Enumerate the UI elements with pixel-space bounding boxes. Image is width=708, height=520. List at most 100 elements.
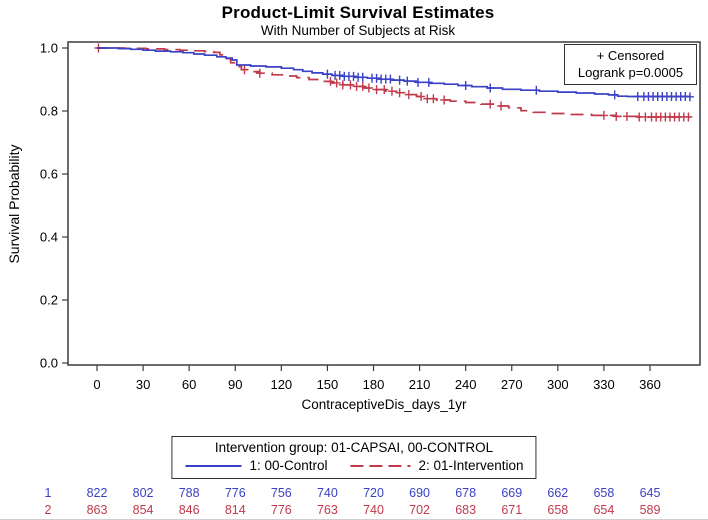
censored-mark-intervention — [240, 65, 249, 75]
legend-entry-control: 1: 00-Control — [184, 458, 327, 473]
group-legend-title: Intervention group: 01-CAPSAI, 00-CONTRO… — [214, 440, 494, 455]
risk-count: 654 — [593, 503, 614, 517]
risk-count: 802 — [133, 486, 154, 500]
censored-mark-control — [323, 69, 332, 79]
risk-count: 669 — [501, 486, 522, 500]
risk-count: 776 — [271, 503, 292, 517]
y-tick-label: 0.4 — [40, 230, 58, 245]
x-tick-label: 180 — [363, 377, 385, 392]
censored-mark-intervention — [429, 94, 438, 104]
risk-count: 662 — [547, 486, 568, 500]
censored-mark-control — [386, 74, 395, 84]
legend-entry-intervention-label: 2: 01-Intervention — [418, 458, 524, 473]
risk-count: 702 — [409, 503, 430, 517]
x-tick-label: 30 — [136, 377, 150, 392]
risk-count: 658 — [593, 486, 614, 500]
risk-count: 740 — [363, 503, 384, 517]
x-tick-label: 90 — [228, 377, 242, 392]
censored-mark-intervention — [496, 101, 505, 111]
censored-mark-intervention — [372, 85, 381, 95]
risk-count: 822 — [87, 486, 108, 500]
risk-count: 658 — [547, 503, 568, 517]
x-tick-label: 360 — [639, 377, 661, 392]
risk-count: 671 — [501, 503, 522, 517]
survival-curve-intervention — [97, 47, 691, 118]
censored-mark-intervention — [358, 81, 367, 91]
y-tick-label: 1.0 — [40, 41, 58, 56]
censored-mark-intervention — [364, 83, 373, 93]
chart-subtitle: With Number of Subjects at Risk — [260, 23, 456, 38]
x-tick-label: 0 — [93, 377, 100, 392]
y-tick-label: 0.8 — [40, 104, 58, 119]
risk-count: 863 — [87, 503, 108, 517]
x-tick-label: 210 — [409, 377, 431, 392]
risk-count: 854 — [133, 503, 154, 517]
risk-count: 763 — [317, 503, 338, 517]
x-tick-label: 270 — [501, 377, 523, 392]
chart-title: Product-Limit Survival Estimates — [221, 3, 495, 22]
risk-count: 690 — [409, 486, 430, 500]
censored-mark-intervention — [486, 99, 495, 109]
y-tick-label: 0.2 — [40, 293, 58, 308]
group-legend-entries: 1: 00-Control 2: 01-Intervention — [184, 458, 524, 473]
censored-mark-intervention — [417, 92, 426, 102]
censored-mark-control — [335, 70, 344, 80]
censored-logrank-box: + Censored Logrank p=0.0005 — [564, 44, 697, 85]
dashed-line-sample-icon — [350, 464, 411, 467]
risk-count: 645 — [640, 486, 661, 500]
risk-count: 756 — [271, 486, 292, 500]
censored-mark-intervention — [684, 112, 693, 122]
logrank-pvalue: Logrank p=0.0005 — [577, 65, 684, 80]
censored-mark-control — [424, 77, 433, 87]
censored-mark-control — [610, 90, 619, 100]
risk-count: 776 — [225, 486, 246, 500]
risk-count: 846 — [179, 503, 200, 517]
x-tick-label: 150 — [317, 377, 339, 392]
censored-label: + Censored — [596, 48, 665, 63]
censored-mark-intervention — [395, 88, 404, 98]
risk-count: 788 — [179, 486, 200, 500]
censored-mark-control — [372, 73, 381, 83]
censored-mark-control — [403, 76, 412, 86]
risk-count: 740 — [317, 486, 338, 500]
censored-mark-control — [486, 83, 495, 93]
risk-count: 814 — [225, 503, 246, 517]
plot-frame — [67, 41, 701, 366]
censored-mark-intervention — [346, 80, 355, 90]
y-tick-label: 0.0 — [40, 356, 58, 371]
x-tick-label: 120 — [270, 377, 292, 392]
risk-count: 720 — [363, 486, 384, 500]
censored-mark-control — [349, 71, 358, 81]
censored-mark-control — [395, 75, 404, 85]
x-tick-label: 60 — [182, 377, 196, 392]
censored-mark-control — [414, 77, 423, 87]
censored-mark-control — [358, 72, 367, 82]
x-tick-label: 330 — [593, 377, 615, 392]
censored-mark-control — [532, 85, 541, 95]
risk-row-label: 2 — [45, 503, 52, 517]
solid-line-sample-icon — [185, 464, 242, 467]
legend-entry-intervention: 2: 01-Intervention — [349, 458, 524, 473]
censored-mark-intervention — [622, 111, 631, 121]
legend-entry-control-label: 1: 00-Control — [249, 458, 328, 473]
censored-mark-intervention — [332, 78, 341, 88]
risk-row-label: 1 — [45, 486, 52, 500]
censored-mark-intervention — [380, 85, 389, 95]
risk-count: 678 — [455, 486, 476, 500]
risk-count: 589 — [640, 503, 661, 517]
censored-mark-control — [685, 92, 694, 102]
censored-mark-intervention — [387, 86, 396, 96]
censored-mark-intervention — [599, 110, 608, 120]
x-tick-label: 300 — [547, 377, 569, 392]
y-tick-label: 0.6 — [40, 167, 58, 182]
risk-count: 683 — [455, 503, 476, 517]
group-legend-box: Intervention group: 01-CAPSAI, 00-CONTRO… — [171, 436, 537, 479]
censored-mark-intervention — [255, 68, 264, 78]
x-tick-label: 240 — [455, 377, 477, 392]
censored-mark-intervention — [440, 95, 449, 105]
censored-mark-intervention — [338, 80, 347, 90]
censored-mark-intervention — [612, 111, 621, 121]
x-axis-title: ContraceptiveDis_days_1yr — [301, 397, 467, 412]
censored-mark-intervention — [326, 76, 335, 86]
